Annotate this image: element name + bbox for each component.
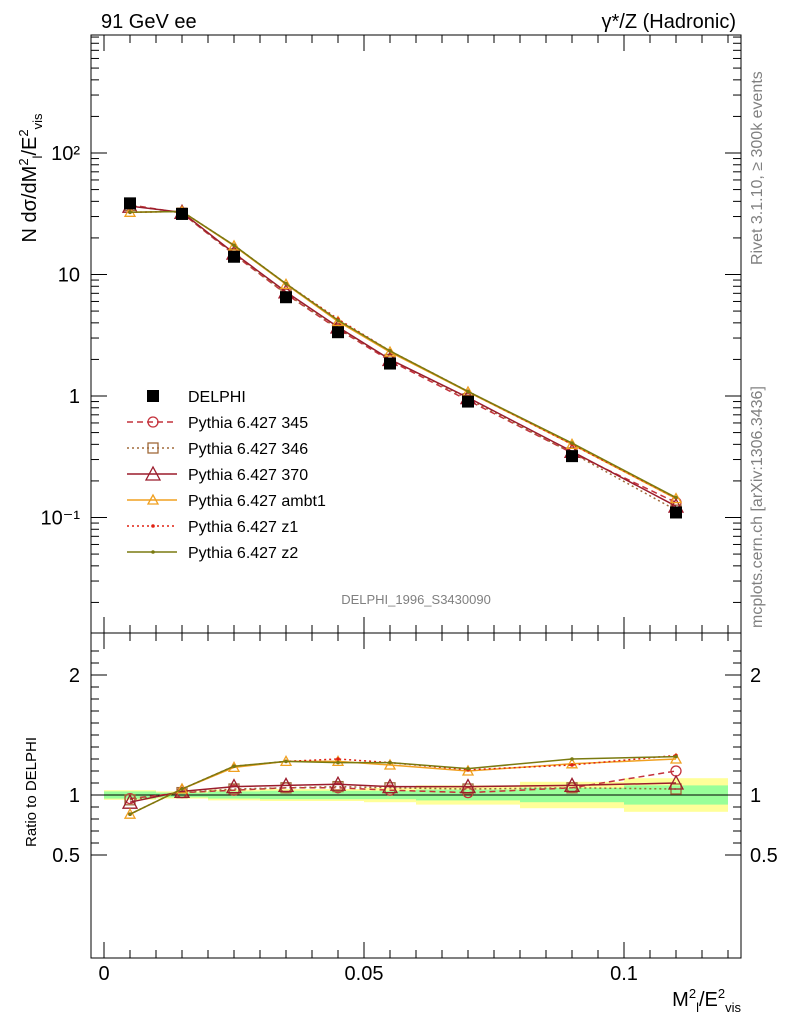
ratio-point-pythia-6-427-z1 (570, 763, 574, 767)
ratio-point-pythia-6-427-z2 (674, 754, 678, 759)
ratio-y-tick-label: 0.5 (52, 845, 80, 867)
ratio-point-pythia-6-427-370 (225, 778, 243, 794)
main-line-pythia-6-427-345 (129, 204, 677, 504)
main-point-pythia-6-427-z2 (466, 389, 470, 394)
main-plot-frame (90, 34, 742, 634)
ratio-y-tick-label-right: 2 (750, 665, 761, 687)
ratio-point-pythia-6-427-370 (667, 774, 685, 790)
ratio-point-pythia-6-427-370 (277, 777, 295, 793)
ratio-y-tick-label: 2 (69, 665, 80, 687)
legend-marker-pythia-6-427-346 (147, 442, 159, 454)
main-point-pythia-6-427-z2 (284, 281, 288, 286)
main-point-pythia-6-427-z2 (388, 349, 392, 353)
ratio-point-pythia-6-427-z2 (466, 766, 470, 771)
ratio-line-pythia-6-427-370 (129, 782, 677, 803)
main-point-pythia-6-427-ambt1 (669, 492, 683, 504)
ratio-point-pythia-6-427-ambt1 (461, 764, 475, 776)
ratio-point-pythia-6-427-370 (459, 778, 477, 794)
ratio-point-pythia-6-427-z2 (336, 760, 340, 765)
legend-label-pythia-6-427-346: Pythia 6.427 346 (188, 441, 308, 458)
ratio-y-tick-label: 1 (69, 785, 80, 807)
main-point-pythia-6-427-z2 (336, 318, 340, 323)
legend-label-pythia-6-427-z2: Pythia 6.427 z2 (188, 545, 298, 562)
ratio-point-pythia-6-427-370 (563, 777, 581, 793)
main-point-delphi (332, 326, 344, 339)
ratio-point-pythia-6-427-ambt1 (669, 752, 683, 764)
x-tick-label: 0.1 (610, 963, 638, 985)
legend-marker-pythia-6-427-370 (144, 465, 162, 481)
legend-label-pythia-6-427-ambt1: Pythia 6.427 ambt1 (188, 493, 326, 510)
mcplots-label: mcplots.cern.ch [arXiv:1306.3436] (749, 386, 766, 628)
ratio-point-pythia-6-427-z1 (336, 757, 340, 761)
analysis-id-label: DELPHI_1996_S3430090 (341, 592, 491, 607)
legend-marker-pythia-6-427-z2 (151, 550, 155, 554)
ratio-point-pythia-6-427-z2 (180, 787, 184, 791)
main-point-delphi (566, 450, 578, 463)
legend-label-pythia-6-427-345: Pythia 6.427 345 (188, 415, 308, 432)
main-y-axis-label: N dσ/dM2l/E2vis (16, 113, 45, 242)
ratio-point-pythia-6-427-ambt1 (565, 757, 579, 769)
x-tick-label: 0 (98, 963, 109, 985)
x-axis-label: M2l/E2vis (672, 986, 741, 1015)
main-point-delphi (670, 506, 682, 519)
ratio-y-axis-label: Ratio to DELPHI (23, 737, 40, 847)
ratio-point-pythia-6-427-z2 (284, 759, 288, 764)
ratio-y-tick-label-right: 1 (750, 785, 761, 807)
main-line-pythia-6-427-370 (129, 205, 677, 507)
legend-marker-pythia-6-427-z1 (151, 524, 155, 528)
main-point-pythia-6-427-z2 (128, 210, 132, 215)
main-y-tick-label: 1 (69, 386, 80, 408)
legend-marker-delphi (147, 390, 159, 402)
main-point-delphi (280, 291, 292, 304)
ratio-y-tick-label-right: 0.5 (750, 845, 778, 867)
ratio-series-group (121, 752, 685, 819)
legend-marker-pythia-6-427-345 (147, 416, 159, 428)
axis-ticks: 10⁻¹ 1 10 10² 0.5 0.5 1 1 2 2 0 0.05 0.1 (41, 35, 778, 985)
ratio-point-pythia-6-427-z2 (388, 760, 392, 765)
main-point-delphi (462, 395, 474, 408)
main-point-delphi (176, 207, 188, 220)
header-left-label: 91 GeV ee (101, 11, 197, 33)
legend-label-delphi: DELPHI (188, 389, 246, 406)
main-point-delphi (124, 197, 136, 210)
legend-marker-pythia-6-427-ambt1 (146, 493, 160, 505)
ratio-point-pythia-6-427-z2 (570, 757, 574, 761)
main-point-pythia-6-427-ambt1 (279, 277, 293, 289)
main-point-pythia-6-427-z2 (570, 441, 574, 445)
main-point-pythia-6-427-z2 (674, 495, 678, 500)
header-right-label: γ*/Z (Hadronic) (602, 11, 736, 33)
legend: DELPHI Pythia 6.427 345 Pythia 6.427 346 Py… (127, 389, 326, 562)
main-y-tick-label: 10² (51, 143, 80, 165)
x-tick-label: 0.05 (345, 963, 384, 985)
legend-label-pythia-6-427-z1: Pythia 6.427 z1 (188, 519, 298, 536)
ratio-point-pythia-6-427-ambt1 (383, 758, 397, 770)
main-point-delphi (228, 250, 240, 263)
main-y-tick-label: 10 (58, 265, 80, 287)
main-y-tick-label: 10⁻¹ (41, 508, 81, 530)
main-point-pythia-6-427-ambt1 (227, 239, 241, 251)
ratio-point-pythia-6-427-ambt1 (331, 755, 345, 767)
ratio-point-pythia-6-427-z2 (128, 812, 132, 816)
main-point-pythia-6-427-z2 (232, 243, 236, 248)
ratio-point-pythia-6-427-z2 (232, 764, 236, 768)
main-point-delphi (384, 357, 396, 370)
ratio-point-pythia-6-427-370 (381, 778, 399, 794)
rivet-version-label: Rivet 3.1.10, ≥ 300k events (749, 71, 766, 265)
legend-label-pythia-6-427-370: Pythia 6.427 370 (188, 467, 308, 484)
main-series-group (121, 197, 685, 519)
ratio-point-pythia-6-427-370 (329, 775, 347, 791)
